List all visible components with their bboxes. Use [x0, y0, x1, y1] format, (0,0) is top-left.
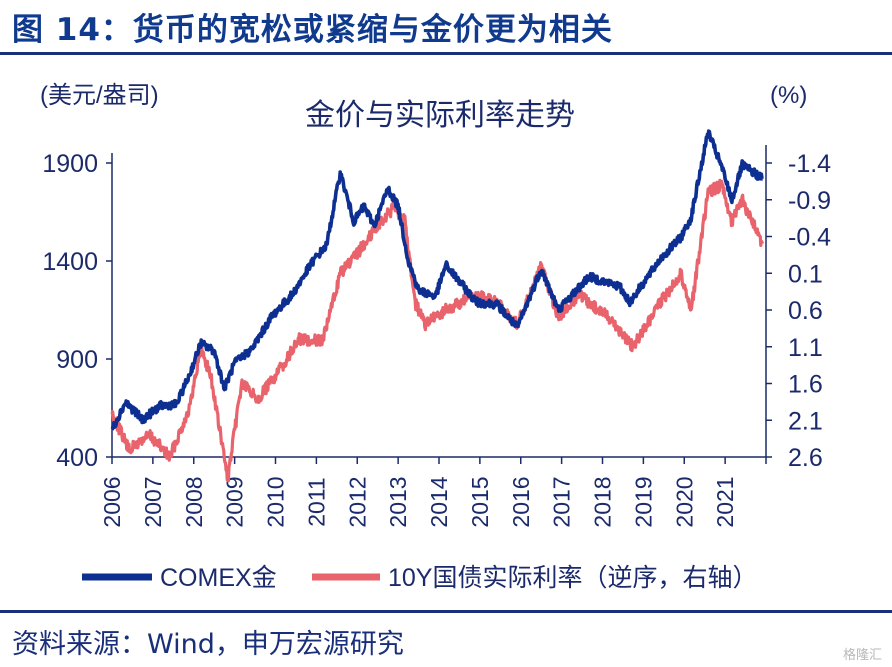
right-tick-label: 0.6 [788, 297, 823, 325]
x-tick-label: 2021 [712, 476, 738, 527]
series-line [110, 129, 764, 431]
right-tick-label: -0.9 [788, 187, 831, 215]
left-tick-label: 1400 [42, 248, 98, 276]
right-tick-label: 1.1 [788, 334, 823, 362]
legend: COMEX金 10Y国债实际利率（逆序，右轴） [82, 564, 757, 592]
right-tick-label: 2.1 [788, 407, 823, 435]
x-tick-label: 2014 [426, 476, 452, 527]
right-tick-label: 1.6 [788, 371, 823, 399]
right-tick-label: -1.4 [788, 150, 831, 178]
x-tick-label: 2006 [99, 476, 125, 527]
x-tick-label: 2020 [671, 476, 697, 527]
watermark: 格隆汇 [842, 648, 882, 663]
x-tick-label: 2007 [140, 476, 166, 527]
x-tick-label: 2010 [263, 476, 289, 527]
x-tick-label: 2017 [549, 476, 575, 527]
left-tick-label: 900 [56, 346, 98, 374]
gold-real-rate-chart: 金价与实际利率走势 (美元/盎司) (%) 1900 1400 900 400 -1.4… [40, 82, 831, 592]
figure-title: 图 14：货币的宽松或紧缩与金价更为相关 [12, 12, 613, 48]
x-tick-label: 2012 [344, 476, 370, 527]
x-tick-label: 2011 [303, 477, 329, 526]
x-tick-label: 2019 [630, 476, 656, 527]
right-tick-label: -0.4 [788, 224, 831, 252]
right-tick-label: 2.6 [788, 444, 823, 472]
x-tick-label: 2015 [467, 476, 493, 527]
rate-series [110, 178, 765, 483]
x-tick-label: 2018 [590, 476, 616, 527]
legend-label-gold: COMEX金 [160, 564, 277, 592]
legend-label-rate: 10Y国债实际利率（逆序，右轴） [388, 564, 757, 592]
left-tick-label: 400 [56, 444, 98, 472]
right-axis-unit: (%) [770, 82, 807, 109]
axes: 1900 1400 900 400 -1.4 -0.9 -0.4 0.1 0.6 1.1 1.6 2.… [42, 145, 831, 528]
title-rule [0, 52, 892, 55]
x-tick-label: 2008 [181, 476, 207, 527]
x-tick-label: 2016 [508, 476, 534, 527]
series-line [110, 178, 765, 483]
chart-title: 金价与实际利率走势 [305, 99, 575, 132]
gold-series [110, 129, 764, 431]
left-tick-label: 1900 [42, 150, 98, 178]
x-tick-label: 2009 [222, 476, 248, 527]
footer-rule [0, 610, 892, 613]
x-tick-label: 2013 [385, 476, 411, 527]
right-tick-label: 0.1 [788, 260, 823, 288]
left-axis-unit: (美元/盎司) [40, 82, 159, 109]
source-note: 资料来源：Wind，申万宏源研究 [12, 629, 404, 660]
